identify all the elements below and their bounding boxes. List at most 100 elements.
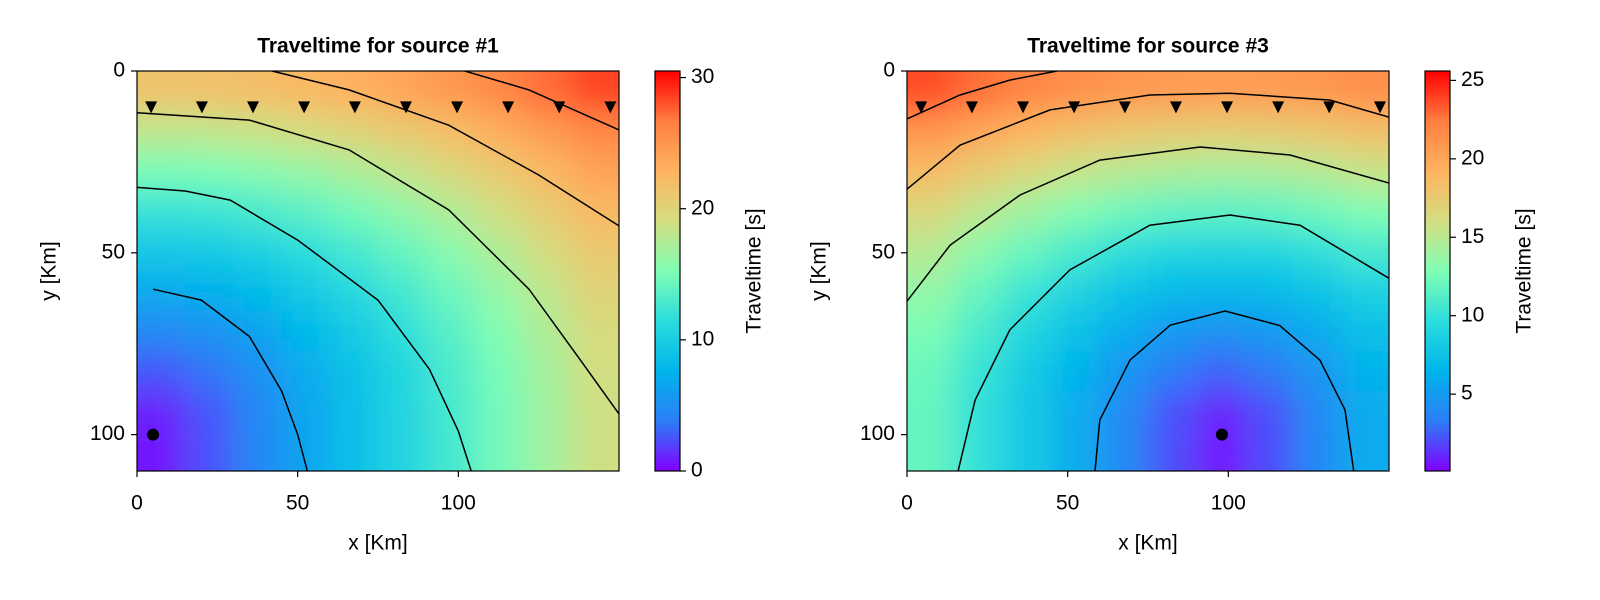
heatmap-cell <box>474 111 524 152</box>
heatmap-cell <box>426 391 475 432</box>
heatmap-cell <box>426 351 475 392</box>
heatmap-cell <box>1196 71 1245 112</box>
heatmap-cell <box>474 391 524 432</box>
heatmap-cell <box>1292 271 1342 312</box>
receiver-marker <box>195 101 208 114</box>
heatmap-cell <box>329 111 379 152</box>
heatmap-cell <box>1051 111 1101 152</box>
heatmap-cell <box>1051 191 1101 232</box>
heatmap-cell <box>1148 311 1197 352</box>
heatmap-cell <box>1003 151 1053 192</box>
receiver-marker <box>348 101 361 114</box>
receiver-marker <box>965 101 978 114</box>
heatmap-cell <box>1003 71 1053 112</box>
heatmap-cell <box>137 311 186 352</box>
heatmap-cell <box>955 271 1004 312</box>
x-tick-label: 100 <box>1211 492 1246 515</box>
x-tick-label: 0 <box>901 492 913 515</box>
heatmap-cell <box>522 431 572 471</box>
heatmap-cell <box>522 191 572 232</box>
heatmap-cell <box>1196 151 1245 192</box>
heatmap-cell <box>1148 111 1197 152</box>
heatmap-cell <box>1051 231 1101 272</box>
heatmap-cell <box>1051 431 1101 471</box>
heatmap-cell <box>233 391 283 432</box>
x-axis-label: x [Km] <box>1118 532 1178 555</box>
heatmap-cell <box>1340 311 1389 352</box>
heatmap-cell <box>281 191 331 232</box>
contours <box>907 71 1389 471</box>
heatmap-cell <box>1196 311 1245 352</box>
heatmap-cell <box>1340 351 1389 392</box>
heatmap-cell <box>474 231 524 272</box>
heatmap-cell <box>1340 391 1389 432</box>
heatmap-cell <box>1244 111 1294 152</box>
colorbar-tick-label: 5 <box>1461 382 1473 405</box>
heatmap-cell <box>1099 111 1149 152</box>
x-tick-label: 50 <box>1056 492 1079 515</box>
colorbar-tick-label: 10 <box>1461 303 1484 326</box>
heatmap-cell <box>1244 391 1294 432</box>
heatmap-cell <box>1244 151 1294 192</box>
heatmap-cell <box>329 431 379 471</box>
heatmap-cell <box>474 311 524 352</box>
colorbar-label: Traveltime [s] <box>743 208 766 333</box>
heatmap-cell <box>329 351 379 392</box>
heatmap-cell <box>474 151 524 192</box>
heatmap-cell <box>1292 431 1342 471</box>
colorbar-tick-label: 25 <box>1461 68 1484 91</box>
heatmap-cell <box>185 151 234 192</box>
colorbar-label: Traveltime [s] <box>1513 208 1536 333</box>
heatmap-cell <box>378 391 427 432</box>
x-axis-label: x [Km] <box>348 532 408 555</box>
heatmap-cell <box>1196 391 1245 432</box>
contour-line <box>1094 310 1355 471</box>
heatmap-cell <box>1003 271 1053 312</box>
contour-line <box>137 112 619 415</box>
receiver-marker <box>1068 101 1081 114</box>
y-tick-label: 0 <box>883 59 895 82</box>
heatmap-cell <box>137 351 186 392</box>
heatmap-cell <box>426 271 475 312</box>
heatmap-cell <box>137 71 186 112</box>
x-tick-label: 0 <box>131 492 143 515</box>
heatmap-cell <box>1340 271 1389 312</box>
heatmap-cell <box>233 191 283 232</box>
y-tick-label: 0 <box>113 59 125 82</box>
heatmap-cell <box>1196 191 1245 232</box>
heatmap-cell <box>378 431 427 471</box>
y-tick-label: 100 <box>860 422 895 445</box>
heatmap-cell <box>185 271 234 312</box>
receiver-marker <box>1323 101 1336 114</box>
contours <box>137 71 619 471</box>
contour-line <box>271 71 619 227</box>
plot-frame <box>906 70 1390 472</box>
heatmap-cell <box>570 391 619 432</box>
heatmap-cell <box>1003 351 1053 392</box>
contour-line <box>907 71 1058 120</box>
heatmap-cell <box>426 431 475 471</box>
receiver-marker <box>553 101 566 114</box>
heatmap-cell <box>955 231 1004 272</box>
colorbar-tick-label: 20 <box>691 196 714 219</box>
heatmap <box>907 71 1389 471</box>
heatmap-cell <box>907 311 956 352</box>
heatmap-cell <box>1051 271 1101 312</box>
heatmap-cell <box>1292 391 1342 432</box>
heatmap-cell <box>907 71 956 112</box>
heatmap-cell <box>1244 431 1294 471</box>
receiver-marker <box>399 101 412 114</box>
y-tick-label: 100 <box>90 422 125 445</box>
heatmap-cell <box>1099 271 1149 312</box>
heatmap-cell <box>907 351 956 392</box>
heatmap-cell <box>329 391 379 432</box>
heatmap-cell <box>1148 391 1197 432</box>
heatmap-cell <box>907 231 956 272</box>
x-tick-label: 50 <box>286 492 309 515</box>
y-tick-label: 50 <box>102 240 125 263</box>
heatmap-cell <box>474 191 524 232</box>
contour-line <box>957 214 1389 471</box>
contour-line <box>152 288 309 471</box>
heatmap-cell <box>1003 311 1053 352</box>
receiver-marker <box>1221 101 1234 114</box>
